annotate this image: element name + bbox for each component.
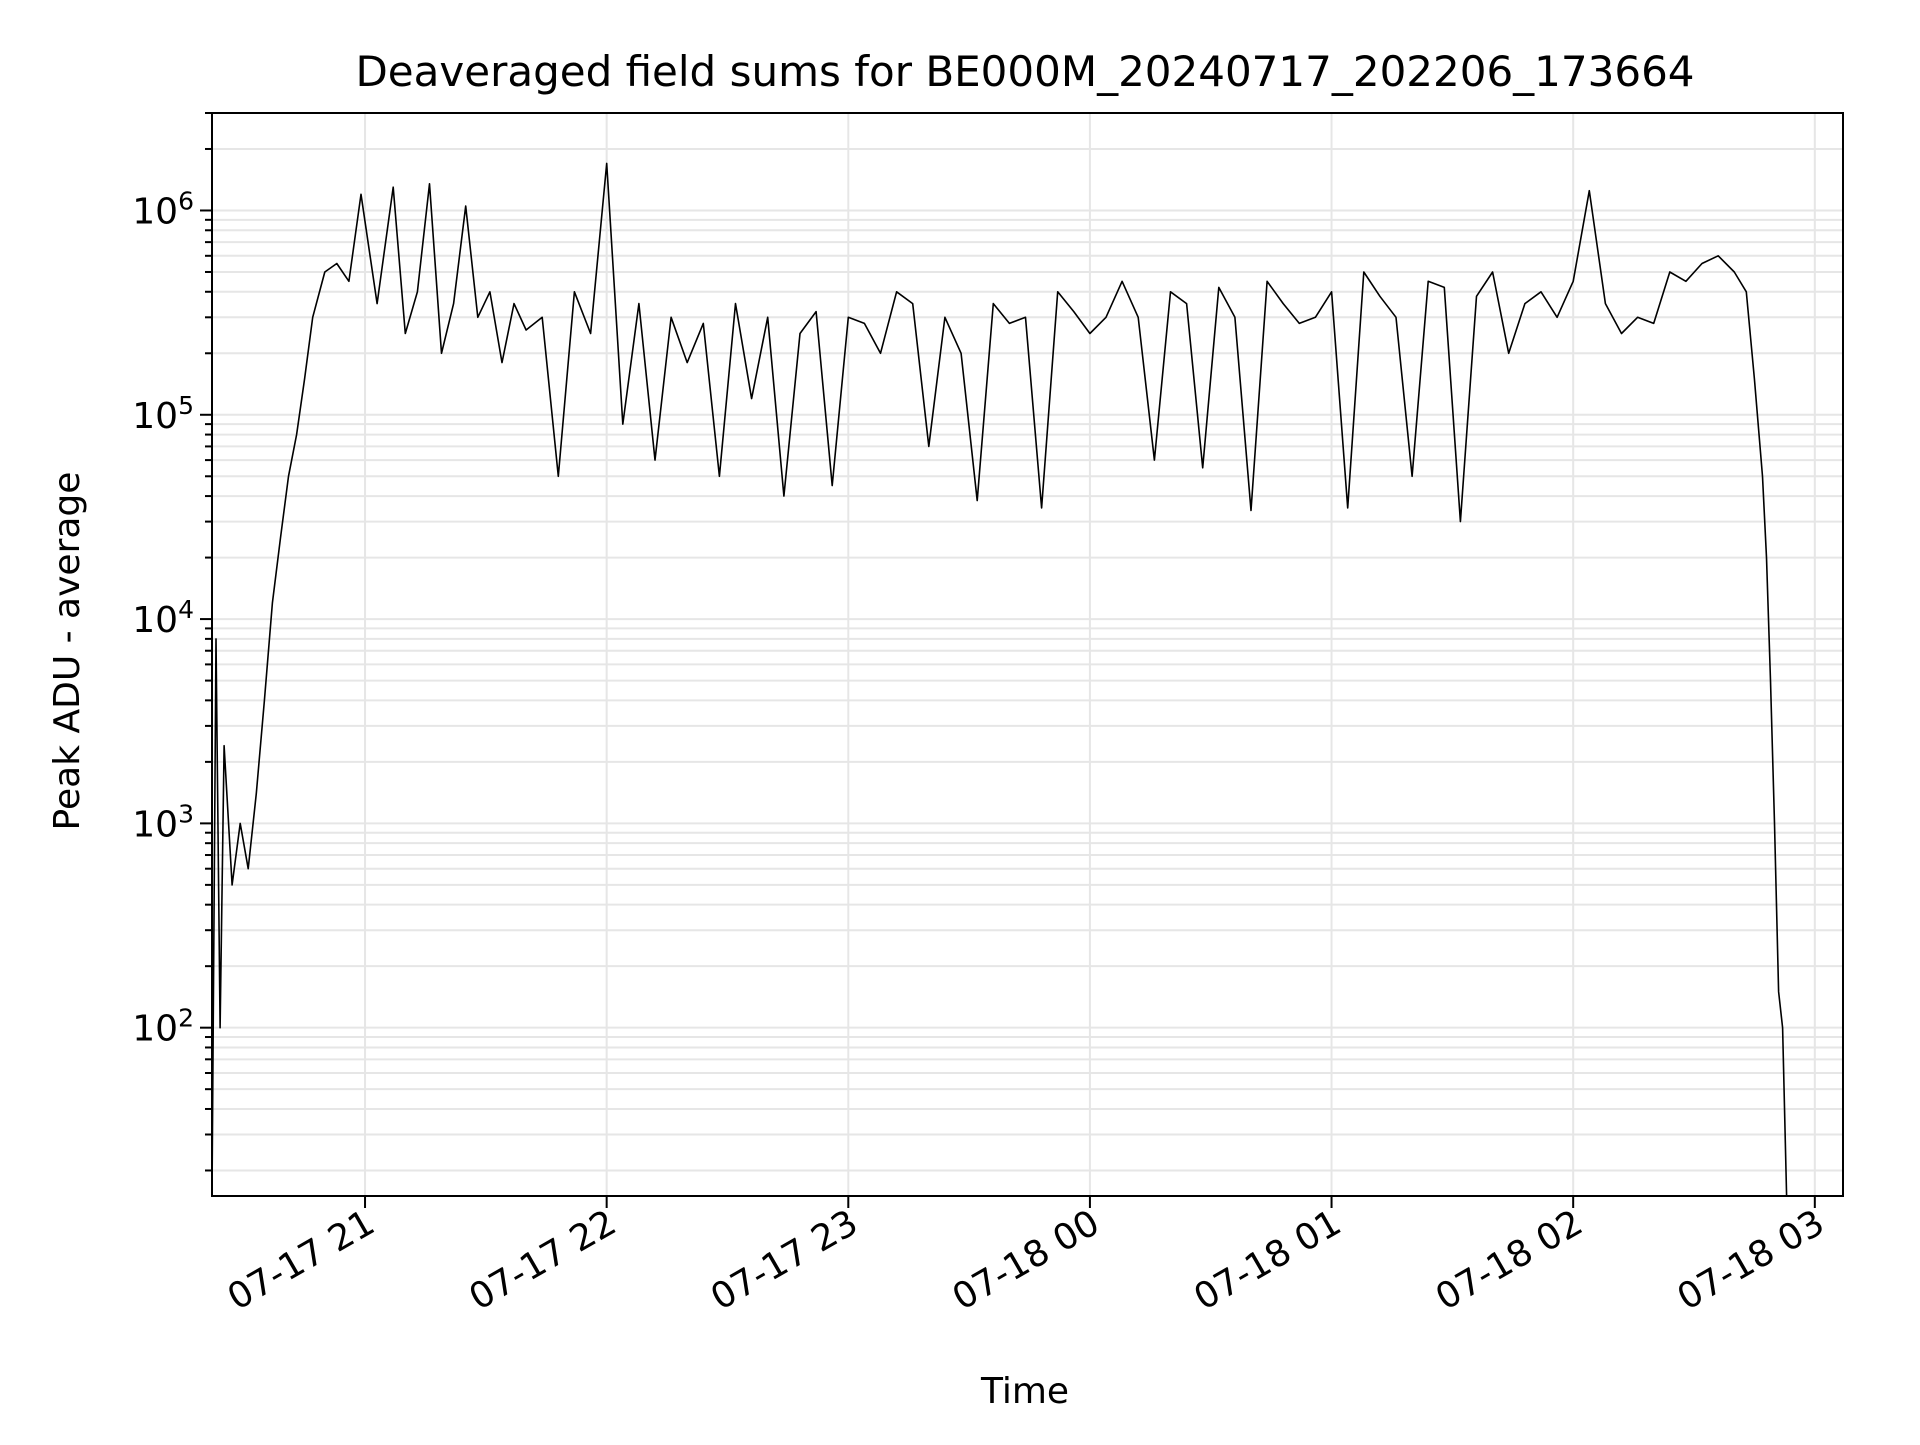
plot-area-frame — [211, 112, 1844, 1197]
x-axis-label: Time — [980, 1371, 1069, 1412]
y-tick-label: 105 — [132, 391, 194, 437]
y-tick-label: 102 — [132, 1004, 194, 1050]
y-axis-label: Peak ADU - average — [47, 472, 88, 831]
y-tick-label: 106 — [132, 186, 194, 232]
series-line — [211, 162, 1788, 1197]
y-tick-label: 103 — [132, 799, 194, 845]
y-tick-label: 104 — [132, 595, 194, 641]
chart-title: Deaveraged field sums for BE000M_2024071… — [355, 47, 1694, 96]
series-layer — [211, 162, 1788, 1197]
